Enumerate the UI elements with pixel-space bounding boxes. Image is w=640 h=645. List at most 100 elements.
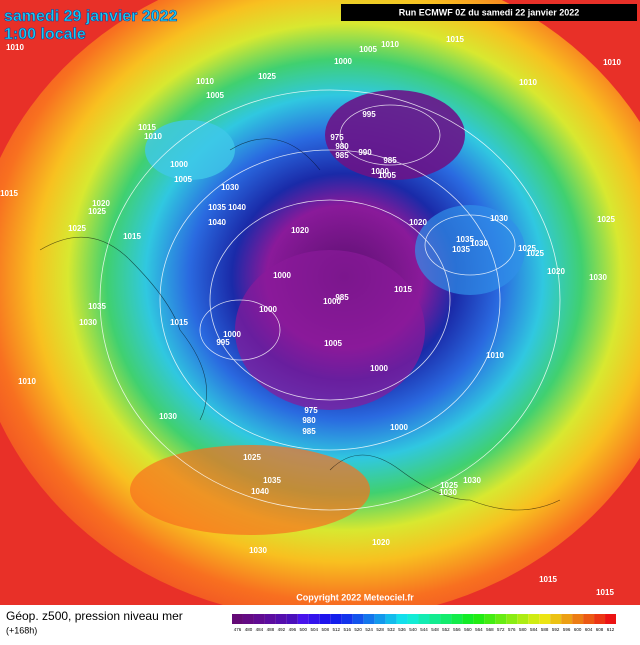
legend-label: 584	[530, 627, 538, 632]
legend-label: 588	[541, 627, 549, 632]
isobar-label: 1000	[323, 297, 341, 306]
lead-time: (+168h)	[6, 625, 37, 635]
isobar-label: 980	[335, 142, 349, 151]
legend-swatch	[550, 614, 562, 624]
legend-label: 504	[311, 627, 319, 632]
isobar-label: 1015	[596, 588, 614, 597]
isobar-label: 1005	[174, 175, 192, 184]
isobar-label: 985	[335, 151, 349, 160]
legend-swatch	[341, 614, 353, 624]
isobar-label: 980	[302, 416, 316, 425]
legend-label: 560	[464, 627, 472, 632]
legend-swatch	[232, 614, 243, 624]
legend-label: 476	[234, 627, 242, 632]
legend-label: 500	[300, 627, 308, 632]
legend-label: 576	[508, 627, 516, 632]
isobar-label: 985	[302, 427, 316, 436]
legend-swatch	[429, 614, 441, 624]
isobar-label: 1010	[486, 351, 504, 360]
legend-label: 600	[574, 627, 582, 632]
isobar-label: 995	[216, 338, 230, 347]
legend-label: 552	[442, 627, 450, 632]
isobar-label: 1015	[394, 285, 412, 294]
isobar-label: 1020	[291, 226, 309, 235]
legend-label: 516	[343, 627, 351, 632]
isobar-label: 1020	[372, 538, 390, 547]
isobar-label: 1000	[223, 330, 241, 339]
isobar-label: 990	[358, 148, 372, 157]
legend-swatch	[308, 614, 320, 624]
legend-label: 592	[552, 627, 560, 632]
legend-swatch	[506, 614, 518, 624]
legend-swatch	[363, 614, 375, 624]
legend-label: 492	[278, 627, 286, 632]
isobar-label: 1005	[378, 171, 396, 180]
isobar-label: 985	[335, 293, 349, 302]
legend-label: 612	[607, 627, 615, 632]
isobar-label: 1020	[547, 267, 565, 276]
isobar-label: 1025	[440, 481, 458, 490]
legend-label: 580	[519, 627, 527, 632]
isobar-label: 1020	[409, 218, 427, 227]
legend-label: 604	[585, 627, 593, 632]
legend-label: 548	[431, 627, 439, 632]
isobar-label: 1025	[597, 215, 615, 224]
isobar-label: 1010	[519, 78, 537, 87]
isobar-label: 1010	[144, 132, 162, 141]
legend-swatch	[374, 614, 386, 624]
isobar-label: 1010	[18, 377, 36, 386]
isobar-label: 1025	[518, 244, 536, 253]
legend-swatch	[517, 614, 529, 624]
legend-label: 544	[420, 627, 428, 632]
isobar-label: 1040	[251, 487, 269, 496]
legend-label: 596	[563, 627, 571, 632]
isobar-label: 1025	[243, 453, 261, 462]
legend-label: 508	[321, 627, 329, 632]
legend-swatch	[462, 614, 474, 624]
legend-swatch	[396, 614, 408, 624]
legend-swatch	[319, 614, 331, 624]
isobar-label: 1005	[324, 339, 342, 348]
legend-label: 480	[245, 627, 253, 632]
isobar-label: 1030	[159, 412, 177, 421]
isobar-label: 975	[330, 133, 344, 142]
footer-title: Géop. z500, pression niveau mer	[6, 609, 183, 623]
isobar-label: 1005	[359, 45, 377, 54]
isobar-label: 1030	[463, 476, 481, 485]
isobar-label: 1015	[446, 35, 464, 44]
isobar-label: 1000	[273, 271, 291, 280]
isobar-label: 1015	[0, 189, 18, 198]
legend-swatch	[330, 614, 342, 624]
map-background	[0, 0, 640, 620]
legend-swatch	[352, 614, 364, 624]
isobar-label: 1000	[370, 364, 388, 373]
legend-swatch	[275, 614, 287, 624]
legend-swatch	[528, 614, 540, 624]
isobar-label: 1035	[263, 476, 281, 485]
copyright: Copyright 2022 Meteociel.fr	[296, 592, 414, 602]
isobar-label: 1030	[249, 546, 267, 555]
legend-swatch	[473, 614, 485, 624]
legend-label: 564	[475, 627, 483, 632]
isobar-label: 1035	[208, 203, 226, 212]
legend-label: 540	[409, 627, 417, 632]
isobar-label: 1030	[221, 183, 239, 192]
legend-label: 520	[354, 627, 362, 632]
legend-label: 496	[289, 627, 297, 632]
legend-swatch	[561, 614, 573, 624]
legend-label: 488	[267, 627, 275, 632]
legend-swatch	[495, 614, 507, 624]
legend-swatch	[297, 614, 309, 624]
isobar-label: 1015	[123, 232, 141, 241]
legend-label: 484	[256, 627, 264, 632]
legend-label: 524	[365, 627, 373, 632]
run-box	[341, 4, 637, 21]
isobar-label: 1025	[88, 207, 106, 216]
legend-swatch	[253, 614, 265, 624]
legend-label: 512	[332, 627, 340, 632]
isobar-label: 1010	[196, 77, 214, 86]
isobar-label: 1030	[589, 273, 607, 282]
isobar-label: 1000	[390, 423, 408, 432]
legend-swatch	[242, 614, 254, 624]
